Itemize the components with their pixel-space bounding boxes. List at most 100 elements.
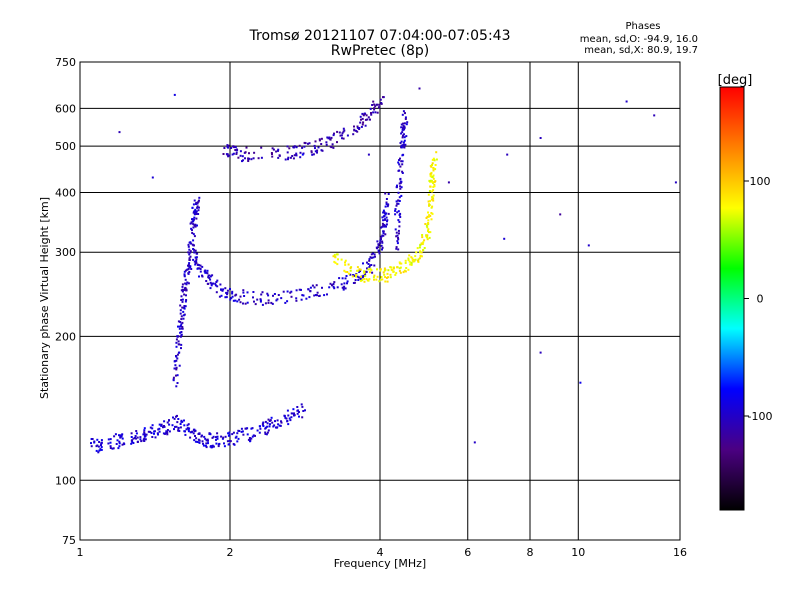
data-point [180, 343, 183, 346]
data-point [233, 443, 236, 446]
data-point [383, 212, 386, 215]
data-point [333, 287, 336, 290]
chart-subtitle: RwPretec (8p) [331, 43, 429, 59]
data-point [377, 106, 380, 109]
data-point [384, 218, 386, 221]
data-point [423, 247, 426, 249]
data-point [298, 144, 301, 147]
data-point [90, 442, 92, 445]
data-point [377, 249, 380, 252]
data-point [371, 104, 374, 106]
data-point [397, 169, 400, 172]
data-point [188, 241, 191, 244]
data-point [579, 381, 582, 384]
data-point [240, 430, 243, 433]
data-point [262, 425, 265, 427]
data-point [398, 267, 401, 270]
data-point [422, 249, 424, 252]
data-point [185, 283, 188, 286]
data-point [249, 438, 252, 441]
data-point [219, 283, 222, 286]
data-point [228, 154, 231, 157]
data-point [336, 263, 339, 266]
data-point [373, 253, 376, 256]
data-point [378, 103, 381, 106]
data-point [395, 272, 398, 275]
data-point [183, 305, 186, 308]
data-point [399, 216, 402, 218]
data-point [264, 433, 267, 435]
data-point [183, 430, 186, 433]
x-axis-label: Frequency [MHz] [334, 557, 426, 570]
data-point [400, 126, 403, 129]
data-point [179, 312, 182, 315]
data-point [427, 219, 430, 222]
data-point [149, 426, 152, 429]
data-point [394, 228, 397, 231]
data-point [421, 234, 424, 236]
data-point [193, 260, 196, 263]
data-point [191, 218, 194, 221]
data-point [241, 430, 244, 433]
data-point [301, 405, 304, 408]
data-point [334, 256, 337, 259]
data-point [235, 293, 238, 296]
data-point [180, 419, 183, 422]
data-point [259, 300, 262, 303]
data-point [352, 133, 355, 136]
data-point [447, 181, 450, 184]
data-point [539, 137, 542, 139]
data-point [367, 153, 370, 156]
data-point [136, 441, 139, 443]
data-point [399, 165, 402, 168]
data-point [325, 143, 328, 146]
data-point [301, 294, 304, 297]
data-point [181, 321, 184, 324]
data-point [292, 157, 295, 160]
data-point [143, 427, 146, 430]
data-point [272, 148, 275, 151]
data-point [177, 351, 180, 354]
data-point [280, 297, 283, 300]
data-point [400, 262, 403, 265]
data-point [384, 280, 387, 283]
data-point [113, 435, 116, 438]
data-point [182, 310, 185, 313]
data-point [280, 421, 283, 424]
data-point [226, 153, 229, 156]
data-point [223, 442, 225, 445]
data-point [184, 300, 187, 303]
data-point [253, 151, 256, 154]
data-point [192, 226, 195, 229]
data-point [344, 287, 347, 290]
data-point [311, 153, 314, 156]
data-point [405, 267, 408, 269]
data-point [385, 212, 388, 215]
x-tick-label: 6 [464, 546, 471, 559]
data-point [192, 258, 195, 261]
data-point [217, 443, 220, 446]
data-point [181, 285, 184, 288]
data-point [397, 202, 400, 205]
data-point [396, 184, 398, 187]
data-point [109, 447, 112, 449]
data-point [432, 186, 435, 188]
data-point [299, 156, 302, 159]
data-point [276, 419, 279, 422]
data-point [180, 331, 183, 333]
y-tick-label: 300 [55, 246, 76, 259]
data-point [340, 258, 343, 261]
data-point [270, 152, 273, 154]
data-point [410, 263, 413, 266]
data-point [292, 146, 295, 149]
data-point [416, 247, 419, 250]
data-point [394, 273, 397, 276]
data-point [286, 420, 289, 423]
data-point [421, 236, 424, 239]
data-point [355, 129, 358, 132]
data-point [277, 149, 279, 152]
data-point [381, 240, 384, 243]
data-point [195, 437, 198, 440]
data-point [206, 438, 209, 441]
data-point [389, 273, 392, 276]
